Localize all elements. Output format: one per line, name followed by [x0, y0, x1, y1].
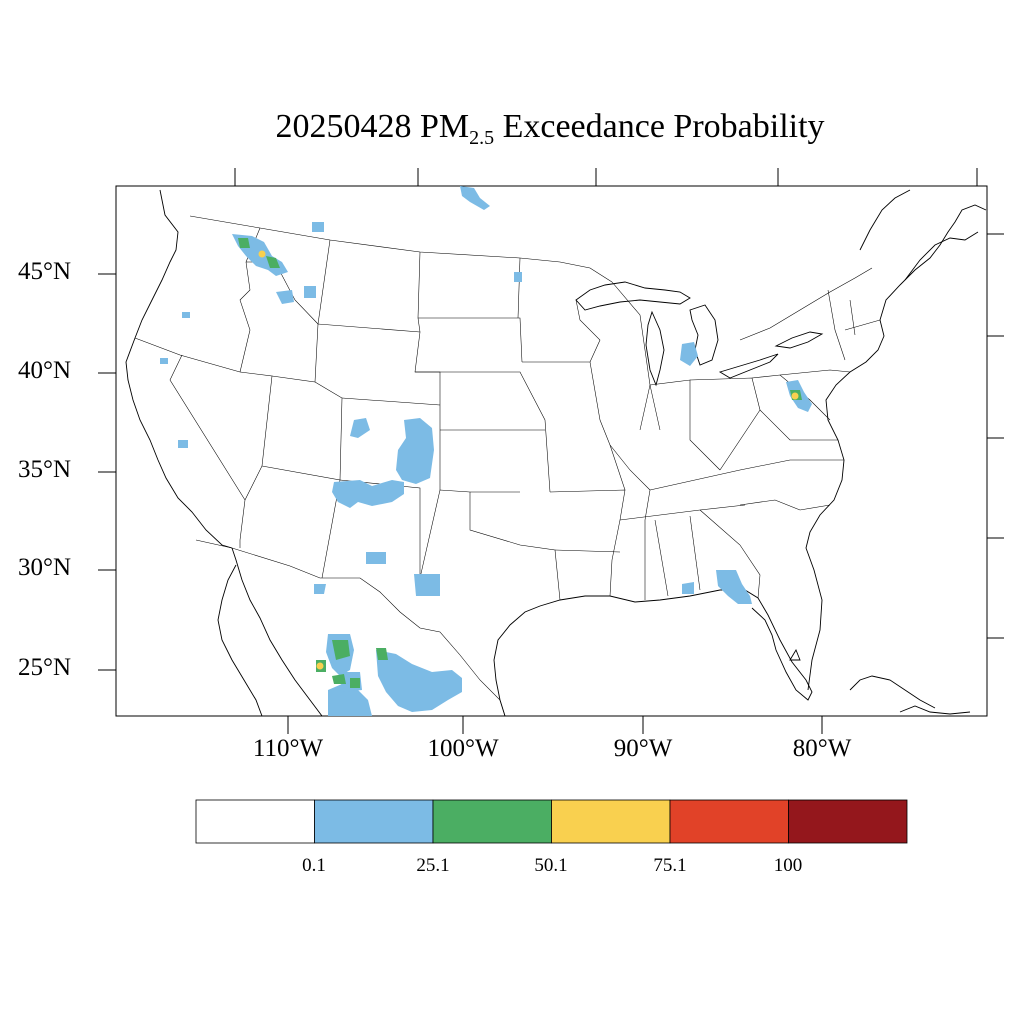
- title-subscript: 2.5: [469, 127, 495, 149]
- prob-high-areas: [258, 250, 799, 670]
- lat-label-40: 40°N: [18, 357, 72, 384]
- prob-low-areas: [160, 186, 812, 716]
- colorbar-box-0: [195, 799, 315, 844]
- map-frame: [115, 185, 988, 717]
- lat-label-45: 45°N: [18, 258, 72, 285]
- colorbar-box-2: [432, 799, 552, 844]
- state-boundaries: [134, 215, 881, 716]
- coastline: [125, 189, 987, 716]
- map-title: 20250428 PM2.5 Exceedance Probability: [0, 108, 1024, 150]
- lat-label-30: 30°N: [18, 554, 72, 581]
- lat-label-35: 35°N: [18, 456, 72, 483]
- colorbar: [195, 799, 908, 844]
- lon-label-90: 90°W: [613, 735, 673, 762]
- colorbar-box-1: [314, 799, 434, 844]
- map-content: [125, 186, 987, 716]
- lon-label-110: 110°W: [252, 735, 324, 762]
- colorbar-label-1: 25.1: [416, 855, 450, 876]
- title-suffix: Exceedance Probability: [502, 108, 825, 145]
- colorbar-box-4: [669, 799, 789, 844]
- lon-label-80: 80°W: [792, 735, 852, 762]
- colorbar-box-3: [551, 799, 671, 844]
- lat-label-25: 25°N: [18, 654, 72, 681]
- title-species: PM: [419, 108, 470, 145]
- colorbar-label-0: 0.1: [302, 855, 326, 876]
- colorbar-label-2: 50.1: [534, 855, 568, 876]
- colorbar-label-3: 75.1: [653, 855, 687, 876]
- colorbar-box-5: [788, 799, 908, 844]
- colorbar-label-4: 100: [773, 855, 803, 876]
- title-date: 20250428: [275, 108, 412, 145]
- lon-label-100: 100°W: [427, 735, 499, 762]
- axis-ticks: [98, 168, 1004, 734]
